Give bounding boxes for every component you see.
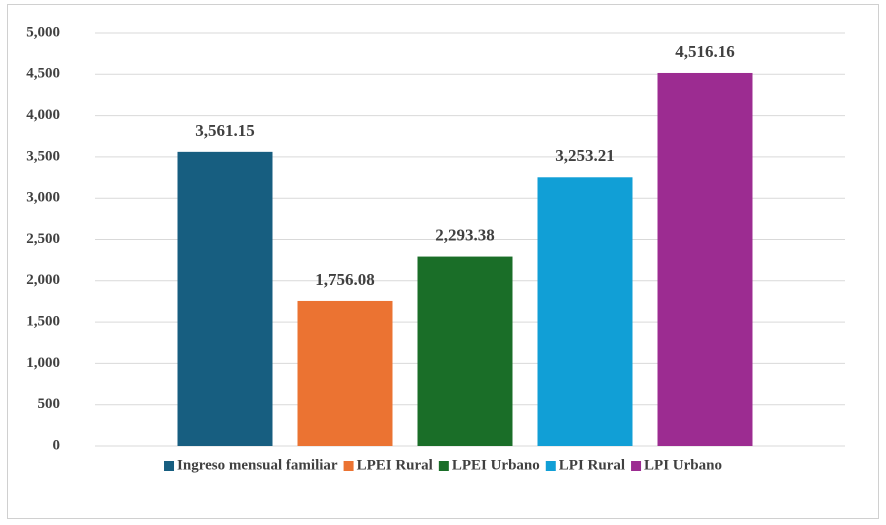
legend-label: Ingreso mensual familiar — [177, 457, 338, 473]
data-label: 4,516.16 — [675, 42, 735, 61]
legend-label: LPI Urbano — [644, 457, 722, 473]
legend-label: LPEI Urbano — [452, 457, 540, 473]
legend-swatch — [631, 461, 642, 471]
y-tick-label: 3,500 — [26, 148, 60, 164]
legend-label: LPEI Rural — [357, 457, 433, 473]
bar — [177, 151, 273, 447]
data-label: 2,293.38 — [435, 225, 495, 244]
legend-swatch — [438, 461, 449, 471]
y-tick-label: 4,000 — [26, 107, 60, 123]
data-label: 3,561.15 — [195, 121, 255, 140]
y-tick-label: 1,000 — [26, 355, 60, 371]
data-label: 1,756.08 — [315, 270, 375, 289]
bar — [417, 256, 513, 446]
legend-label: LPI Rural — [559, 457, 625, 473]
legend-swatch — [545, 461, 556, 471]
y-tick-label: 1,500 — [26, 314, 60, 330]
y-tick-label: 500 — [38, 396, 61, 412]
bar — [297, 300, 393, 446]
data-label: 3,253.21 — [555, 146, 615, 165]
y-tick-label: 0 — [53, 437, 61, 453]
y-tick-label: 3,000 — [26, 190, 60, 206]
bar — [537, 177, 633, 446]
y-tick-label: 4,500 — [26, 66, 60, 82]
legend-swatch — [343, 461, 354, 471]
legend-swatch — [164, 461, 175, 471]
y-tick-label: 2,000 — [26, 272, 60, 288]
y-tick-label: 5,000 — [26, 24, 60, 40]
y-tick-label: 2,500 — [26, 231, 60, 247]
bar — [657, 72, 753, 447]
